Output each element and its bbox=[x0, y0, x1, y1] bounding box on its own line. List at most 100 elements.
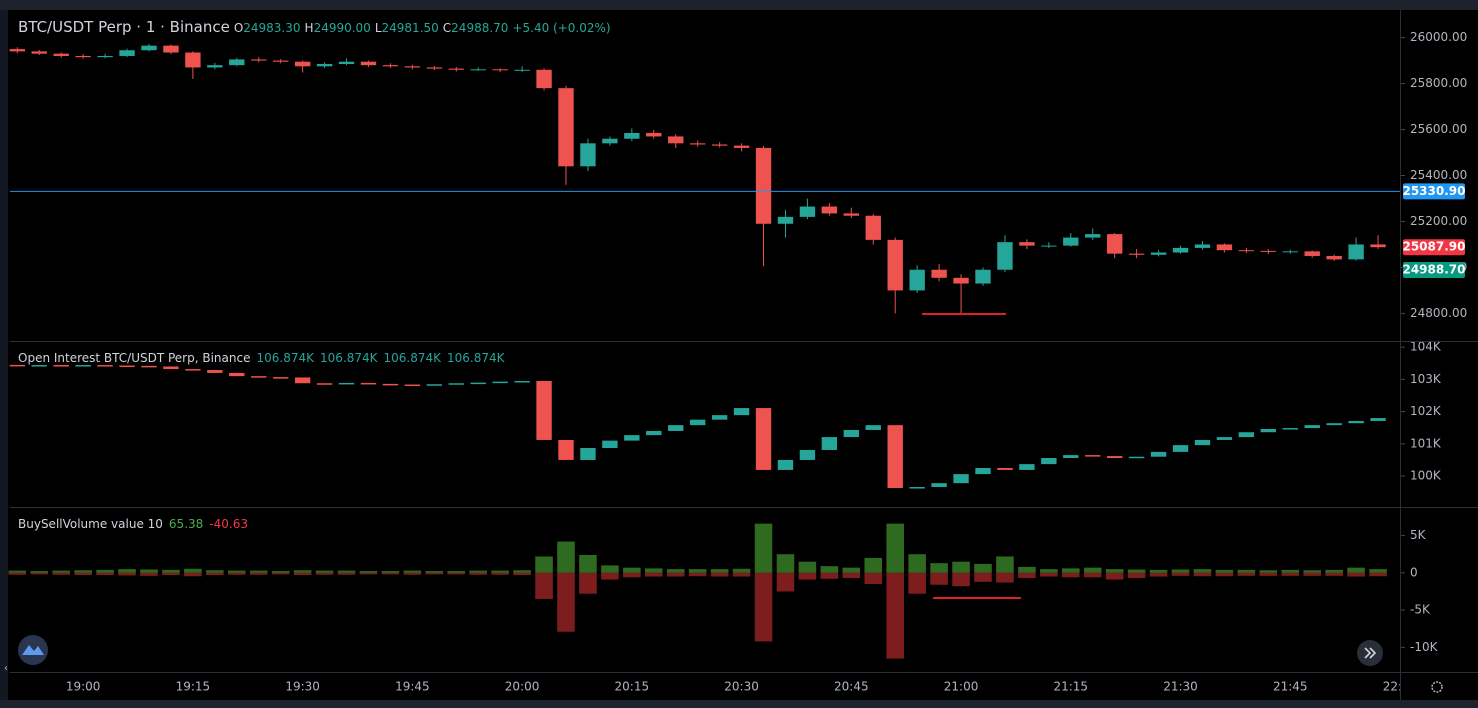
volume-bar bbox=[930, 563, 948, 573]
volume-bar bbox=[1347, 567, 1365, 573]
oi-bar bbox=[53, 365, 69, 367]
oi-bar bbox=[997, 468, 1013, 470]
volume-bar bbox=[1325, 569, 1343, 573]
volume-bar bbox=[908, 572, 926, 594]
scroll-button[interactable] bbox=[1357, 640, 1383, 666]
collapse-arrow[interactable]: ‹ bbox=[4, 663, 8, 674]
candle-body bbox=[821, 206, 838, 214]
left-strip bbox=[0, 10, 8, 700]
volume-bar bbox=[754, 572, 773, 642]
volume-bar bbox=[557, 572, 575, 632]
candle-body bbox=[953, 277, 969, 284]
candle-body bbox=[1172, 247, 1189, 253]
volume-bar bbox=[1369, 569, 1387, 573]
volume-bar bbox=[337, 572, 356, 575]
oi-bar bbox=[536, 380, 552, 440]
volume-bar bbox=[623, 567, 641, 573]
volume-bar bbox=[974, 572, 992, 582]
logo[interactable] bbox=[18, 635, 48, 665]
candle-body bbox=[316, 64, 333, 67]
volume-bar bbox=[842, 572, 861, 579]
candle-body bbox=[207, 65, 223, 68]
oi-bar bbox=[119, 365, 135, 368]
volume-bar bbox=[30, 572, 49, 575]
price-legend: BTC/USDT Perp · 1 · Binance O24983.30 H249… bbox=[18, 18, 617, 36]
price-label: 25330.90 bbox=[1402, 184, 1465, 198]
y-tick-label: 25800.00 bbox=[1410, 76, 1467, 90]
price-label-bg bbox=[1403, 183, 1465, 200]
volume-bar bbox=[1062, 568, 1080, 573]
volume-bar bbox=[491, 570, 509, 573]
x-tick-label: 21:45 bbox=[1273, 680, 1308, 694]
volume-bar bbox=[688, 569, 707, 573]
scroll-icon[interactable] bbox=[1364, 647, 1377, 659]
ohlc-key: L bbox=[374, 21, 382, 35]
volume-bar bbox=[1369, 572, 1387, 577]
volume-bar bbox=[688, 572, 707, 577]
ohlc-item: H24990.00 bbox=[305, 21, 371, 35]
volume-bar bbox=[732, 568, 751, 573]
y-tick-label: 25600.00 bbox=[1410, 122, 1467, 136]
candle-body bbox=[1216, 244, 1233, 251]
volume-bar bbox=[1215, 569, 1234, 573]
candle-body bbox=[755, 147, 772, 224]
candle-body bbox=[558, 88, 574, 167]
x-tick-label: 21:30 bbox=[1163, 680, 1198, 694]
volume-bar bbox=[1127, 572, 1146, 579]
candle-body bbox=[580, 143, 596, 167]
volume-bar bbox=[579, 572, 597, 594]
volume-bar bbox=[271, 570, 290, 573]
oi-bar bbox=[251, 376, 267, 378]
volume-bar bbox=[1347, 572, 1365, 577]
volume-bar bbox=[1281, 572, 1300, 576]
oi-bar bbox=[865, 425, 881, 430]
oi-bar bbox=[1085, 455, 1101, 457]
candle-body bbox=[31, 51, 47, 54]
volume-bar bbox=[1281, 569, 1300, 573]
oi-bar bbox=[1282, 428, 1298, 430]
volume-bar bbox=[1018, 572, 1036, 579]
oi-bar bbox=[1019, 464, 1035, 470]
volume-bar bbox=[732, 572, 751, 577]
volume-bar bbox=[425, 572, 444, 575]
oi-bar bbox=[1107, 456, 1123, 459]
volume-bar bbox=[930, 572, 948, 585]
y-tick-label: 104K bbox=[1410, 340, 1442, 354]
candle-body bbox=[799, 206, 816, 217]
volume-bar bbox=[1259, 572, 1278, 576]
volume-bar bbox=[1215, 572, 1234, 577]
settings-icon[interactable] bbox=[1431, 681, 1443, 693]
volume-bar bbox=[1149, 569, 1168, 573]
volume-bar bbox=[315, 570, 334, 573]
volume-bar bbox=[996, 556, 1014, 573]
settings-button[interactable] bbox=[1431, 681, 1443, 693]
volume-bar bbox=[645, 572, 663, 577]
volume-bar bbox=[293, 570, 312, 573]
volume-bar bbox=[447, 570, 466, 573]
volume-bar bbox=[1149, 572, 1168, 577]
oi-bar bbox=[1326, 423, 1342, 426]
volume-bar bbox=[184, 568, 202, 573]
y-tick-label: 100K bbox=[1410, 469, 1442, 483]
volume-bar bbox=[1259, 570, 1278, 573]
candle-body bbox=[1063, 237, 1079, 246]
candle-body bbox=[1085, 234, 1101, 238]
volume-bar bbox=[469, 572, 487, 575]
volume-bar bbox=[206, 570, 224, 573]
logo-icon[interactable] bbox=[22, 645, 44, 655]
y-tick-label: 25200.00 bbox=[1410, 214, 1467, 228]
oi-bar bbox=[97, 365, 113, 367]
volume-bar bbox=[140, 569, 158, 573]
oi-bar bbox=[75, 365, 91, 367]
oi-bar bbox=[602, 440, 618, 449]
oi-bar bbox=[733, 408, 750, 416]
volume-bar bbox=[1127, 569, 1146, 573]
oi-bar bbox=[1260, 429, 1276, 433]
ohlc-value: 24990.00 bbox=[313, 21, 371, 35]
volume-bar bbox=[513, 572, 531, 576]
volume-bar bbox=[974, 563, 992, 573]
oi-bar bbox=[316, 383, 333, 385]
volume-bar bbox=[162, 572, 180, 576]
y-tick-label: 26000.00 bbox=[1410, 30, 1467, 44]
y-tick-label: 0 bbox=[1410, 565, 1418, 579]
